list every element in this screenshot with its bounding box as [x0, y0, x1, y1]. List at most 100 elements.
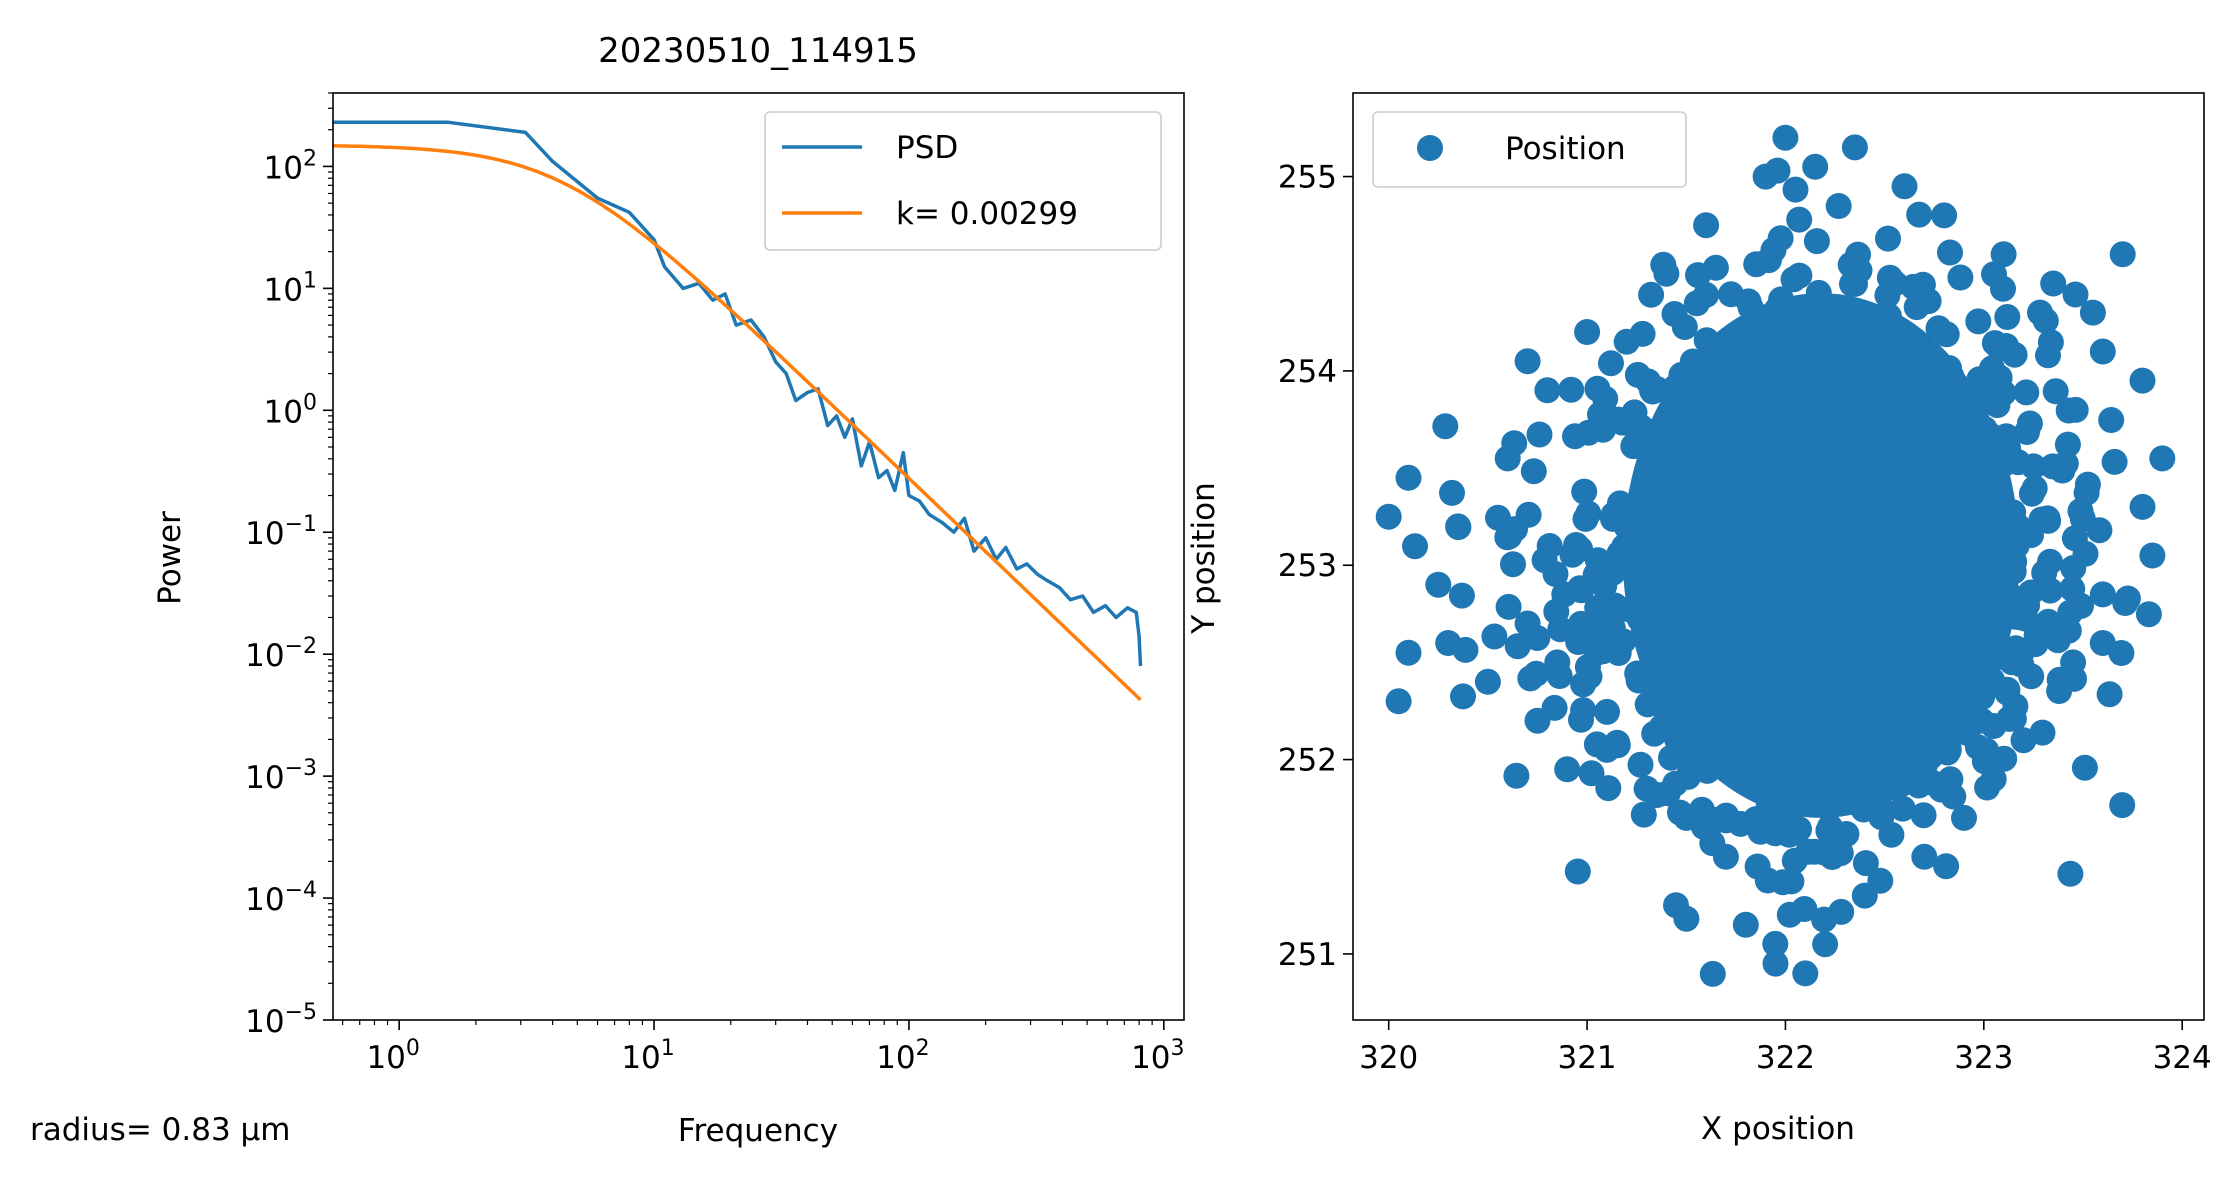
scatter-point	[1906, 201, 1933, 228]
scatter-point	[1909, 576, 1936, 603]
scatter-point	[1613, 328, 1640, 355]
scatter-point	[1845, 424, 1872, 450]
scatter-point	[1762, 950, 1789, 977]
scatter-point	[2135, 601, 2162, 628]
scatter-point	[2037, 329, 2064, 356]
scatter-point	[1878, 451, 1905, 478]
scatter-point	[1534, 377, 1561, 404]
scatter-point	[2098, 407, 2125, 433]
scatter-point	[1712, 843, 1739, 870]
scatter-point	[2086, 517, 2113, 544]
psd-series-group	[333, 120, 1143, 702]
scatter-point	[1502, 516, 1528, 543]
psd-axes-frame	[332, 92, 1185, 1021]
scatter-point	[1994, 304, 2021, 330]
scatter-point	[2089, 338, 2116, 365]
scatter-point	[2057, 860, 2084, 887]
scatter-point	[2089, 630, 2116, 656]
scatter-point	[1650, 631, 1677, 657]
scatter-point	[1951, 804, 1977, 831]
scatter-point	[1672, 564, 1699, 591]
scatter-point	[1574, 319, 1601, 345]
x-tick-label: 323	[1954, 1040, 2013, 1076]
scatter-point	[2016, 410, 2043, 437]
scatter-point	[1715, 721, 1742, 747]
position-scatter-group	[1375, 124, 2176, 987]
scatter-point	[1668, 361, 1695, 388]
scatter-point	[1435, 630, 1462, 656]
scatter-point	[1669, 390, 1696, 417]
scatter-point	[2055, 617, 2082, 644]
y-tick-label: 10−4	[245, 878, 317, 918]
scatter-point	[1570, 697, 1597, 724]
y-tick-label: 10−2	[245, 634, 317, 674]
scatter-point	[2129, 367, 2156, 394]
scatter-point	[1934, 712, 1961, 739]
scatter-point	[1450, 683, 1476, 710]
scatter-point	[1903, 294, 1930, 321]
scatter-point	[1844, 676, 1871, 703]
y-tick-label: 100	[264, 390, 317, 430]
scatter-point	[1993, 423, 2020, 450]
scatter-point	[1693, 281, 1719, 308]
scatter-point	[1806, 598, 1833, 625]
scatter-point	[2020, 453, 2047, 480]
scatter-point	[2046, 678, 2073, 704]
scatter-point	[1905, 419, 1932, 446]
scatter-point	[1792, 357, 1819, 384]
scatter-point	[1773, 570, 1800, 597]
scatter-point	[1854, 365, 1881, 392]
scatter-point	[1611, 533, 1638, 560]
scatter-point	[1928, 599, 1955, 626]
scatter-point	[1571, 478, 1598, 505]
scatter-point	[2040, 270, 2067, 297]
scatter-point	[1964, 734, 1991, 761]
scatter-point	[1875, 225, 1901, 252]
position-legend-frame	[1372, 111, 1687, 188]
scatter-point	[1792, 960, 1819, 987]
scatter-point	[1448, 582, 1475, 609]
scatter-point	[1799, 399, 1826, 426]
scatter-point	[1564, 858, 1591, 885]
scatter-point	[1517, 665, 1544, 692]
scatter-point	[1495, 593, 1522, 620]
scatter-point	[1762, 930, 1789, 957]
scatter-point	[2003, 532, 2030, 559]
scatter-point	[1543, 598, 1570, 625]
scatter-point	[1688, 796, 1715, 823]
scatter-point	[1653, 260, 1680, 287]
scatter-point	[1752, 681, 1779, 708]
scatter-point	[1768, 286, 1795, 313]
scatter-point	[2139, 542, 2166, 569]
scatter-point	[1910, 802, 1937, 829]
scatter-point	[2149, 445, 2176, 472]
scatter-point	[1931, 202, 1958, 229]
scatter-point	[1990, 451, 2017, 478]
scatter-point	[2037, 548, 2063, 575]
position-plot: 320 321 322 323 324 251 252 253 254 255 X positi…	[1186, 92, 2212, 1147]
scatter-point	[1819, 317, 1846, 344]
scatter-point	[1594, 698, 1620, 725]
scatter-point	[2061, 525, 2088, 552]
scatter-point	[1812, 931, 1839, 958]
scatter-point	[1737, 294, 1764, 321]
scatter-point	[1770, 666, 1797, 693]
y-tick-label: 10−1	[245, 512, 317, 552]
x-tick-label: 100	[366, 1036, 419, 1076]
scatter-point	[1916, 399, 1943, 425]
scatter-point	[1851, 882, 1878, 909]
scatter-point	[1818, 646, 1845, 673]
scatter-point	[1811, 906, 1838, 933]
scatter-point	[1727, 810, 1754, 837]
scatter-point	[1673, 905, 1700, 932]
scatter-point	[1778, 448, 1805, 475]
y-tick-label: 10−5	[245, 1000, 317, 1040]
scatter-point	[1627, 751, 1654, 778]
scatter-point	[1685, 673, 1712, 700]
scatter-point	[2129, 493, 2156, 520]
scatter-point	[1554, 756, 1581, 783]
scatter-point	[1810, 627, 1837, 654]
scatter-point	[1980, 713, 2007, 739]
scatter-point	[1937, 239, 1963, 266]
scatter-point	[1935, 501, 1962, 528]
